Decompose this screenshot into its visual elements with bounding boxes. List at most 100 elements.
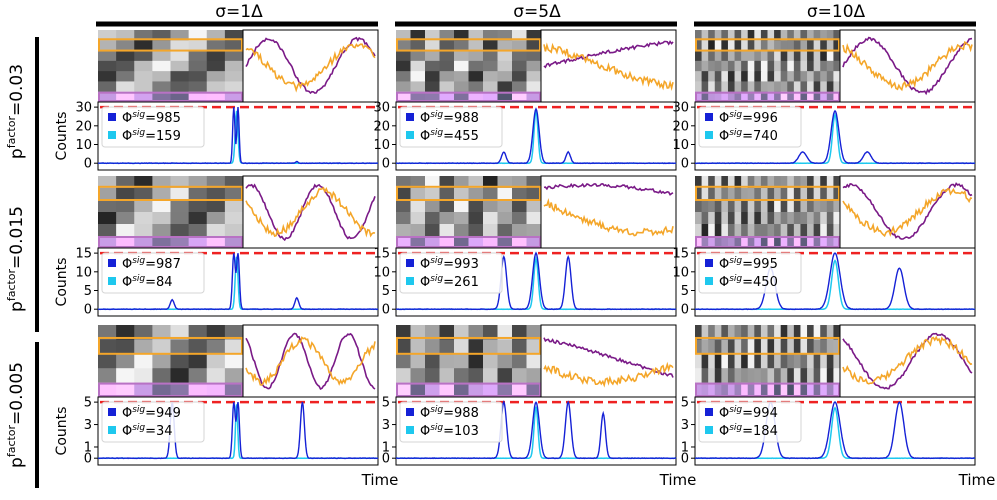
y-tick-label: 1 — [382, 440, 390, 455]
trace-orange — [245, 336, 376, 386]
legend-swatch-total — [406, 259, 414, 267]
legend-entry-part: sig — [132, 128, 145, 138]
legend-swatch-total — [705, 259, 713, 267]
legend-box — [101, 106, 205, 148]
legend-entry-part: sig — [430, 128, 443, 138]
heatmap-inset — [695, 176, 841, 249]
legend-entry-part: Φ — [122, 275, 132, 290]
highlight-band-purple — [396, 382, 541, 398]
y-tick-label: 3 — [382, 418, 390, 433]
legend-entry: Φsig=993 — [420, 256, 479, 272]
trace-purple — [245, 332, 376, 391]
column-label: σ=5Δ — [513, 2, 561, 22]
legend-entry: Φsig=985 — [122, 110, 181, 126]
y-tick-label: 15 — [373, 247, 390, 262]
legend-entry-part: Φ — [122, 111, 132, 126]
legend-entry-part: sig — [729, 274, 742, 284]
y-tick-label: 5 — [681, 284, 689, 299]
trace-orange — [245, 43, 376, 93]
legend-entry-part: =159 — [145, 129, 181, 144]
y-tick-label: 0 — [382, 452, 390, 467]
highlight-band-purple — [695, 91, 840, 102]
legend-entry-part: Φ — [420, 424, 430, 439]
series-total-line — [97, 253, 379, 311]
highlight-band-purple — [98, 91, 243, 102]
highlight-band-orange — [98, 38, 243, 52]
legend-entry-part: sig — [132, 256, 145, 266]
y-tick-label: 5 — [382, 396, 390, 411]
y-tick-label: 0 — [681, 157, 689, 172]
y-tick-label: 0 — [84, 452, 92, 467]
legend-swatch-total — [108, 408, 116, 416]
row-label-part: =0.03 — [7, 64, 27, 116]
x-axis-label: Time — [361, 471, 399, 489]
legend-entry-part: Φ — [420, 129, 430, 144]
y-tick-label: 10 — [75, 265, 92, 280]
trace-purple — [543, 40, 674, 69]
y-tick-label: 0 — [681, 452, 689, 467]
series-total-line — [694, 252, 976, 311]
legend-swatch-total — [108, 259, 116, 267]
legend-swatch-total — [108, 113, 116, 121]
legend-entry-part: sig — [132, 423, 145, 433]
heatmap-inset — [98, 176, 244, 249]
y-axis-label: Counts — [54, 258, 70, 307]
legend-entry-part: Φ — [719, 424, 729, 439]
trace-inset — [540, 324, 677, 398]
y-tick-label: 3 — [681, 418, 689, 433]
trace-orange — [543, 198, 674, 237]
legend-swatch-filtered — [705, 426, 713, 434]
highlight-band-purple — [695, 236, 840, 248]
legend-entry: Φsig=988 — [420, 405, 479, 421]
legend-entry-part: =455 — [443, 129, 479, 144]
heatmap-inset — [98, 30, 244, 103]
trace-inset — [839, 324, 976, 398]
y-tick-label: 10 — [75, 138, 92, 153]
series-total-line — [98, 401, 379, 460]
y-tick-label: 3 — [84, 418, 92, 433]
highlight-band-purple — [695, 382, 840, 398]
y-tick-label: 5 — [382, 284, 390, 299]
legend-entry: Φsig=996 — [719, 110, 778, 126]
y-tick-label: 20 — [75, 119, 92, 134]
row-label: pfactor=0.03 — [5, 64, 27, 159]
legend-box — [399, 252, 503, 294]
highlight-band-orange — [695, 336, 840, 355]
legend-box — [399, 106, 503, 148]
highlight-band-orange — [396, 185, 541, 202]
trace-inset — [839, 29, 976, 103]
y-tick-label: 0 — [681, 303, 689, 318]
legend-entry-part: Φ — [122, 406, 132, 421]
highlight-band-orange — [98, 336, 243, 355]
row-label: pfactor=0.005 — [5, 362, 27, 468]
trace-purple — [543, 337, 674, 378]
trace-orange — [842, 40, 973, 92]
legend-swatch-filtered — [108, 426, 116, 434]
column-label: σ=1Δ — [215, 2, 263, 22]
trace-orange — [543, 42, 674, 91]
y-tick-label: 0 — [84, 303, 92, 318]
legend-entry-part: Φ — [719, 129, 729, 144]
legend-entry-part: =261 — [443, 275, 479, 290]
series-total-line — [694, 109, 976, 165]
y-tick-label: 5 — [84, 284, 92, 299]
legend-entry-part: Φ — [719, 275, 729, 290]
y-tick-label: 0 — [382, 157, 390, 172]
series-total-line — [97, 106, 379, 165]
trace-inset — [242, 175, 379, 249]
legend-entry: Φsig=159 — [122, 128, 181, 144]
y-axis-label: Counts — [54, 407, 70, 456]
